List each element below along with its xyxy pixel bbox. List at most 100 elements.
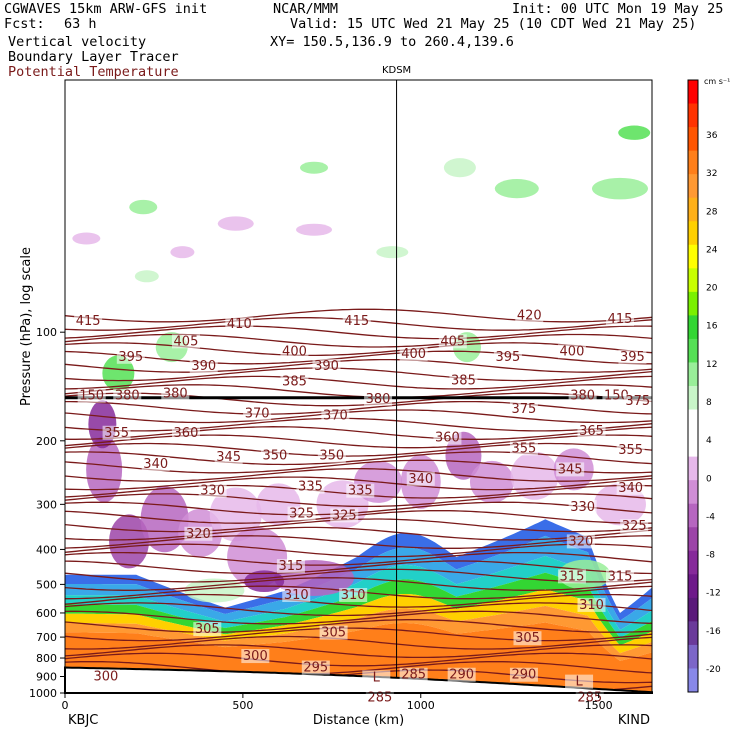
theta-label-31: 355 — [512, 441, 537, 456]
theta-label-47: 320 — [186, 527, 211, 542]
colorbar-label-6: 12 — [706, 360, 717, 370]
colorbar-segment-18 — [688, 503, 698, 528]
theta-contour-20 — [65, 476, 652, 491]
theta-label-bg-55 — [193, 622, 222, 637]
x-tick-label-2: 1000 — [407, 699, 435, 712]
x-tick-label-3: 1500 — [585, 699, 613, 712]
theta-label-bg-13 — [189, 358, 218, 373]
theta-label-bg-25 — [321, 408, 350, 423]
theta-label-9: 400 — [401, 347, 426, 362]
vertical-velocity-feature-2 — [109, 514, 150, 569]
theta-label-52: 310 — [284, 588, 309, 603]
colorbar-label-3: 24 — [706, 245, 718, 255]
theta-label-bg-12 — [618, 349, 647, 364]
colorbar-label-11: -8 — [706, 551, 715, 561]
theta-label-55: 305 — [195, 622, 220, 637]
forecast-hour-label: Fcst: — [4, 16, 45, 32]
cross-section-endpoints: XY= 150.5,136.9 to 260.4,139.6 — [270, 34, 514, 50]
x-tick-label-1: 500 — [232, 699, 253, 712]
theta-label-2: 415 — [344, 314, 369, 329]
theta-label-6: 405 — [440, 334, 465, 349]
theta-contour-6 — [65, 358, 652, 373]
vertical-velocity-feature-29 — [134, 270, 159, 283]
theta-contour-8 — [65, 375, 652, 390]
colorbar-units: cm s⁻¹ — [704, 77, 730, 86]
y-tick-label-4: 500 — [36, 578, 57, 591]
theta-label-41: 335 — [298, 480, 323, 495]
theta-label-17: 150 — [79, 389, 104, 404]
theta-label-62: 290 — [512, 668, 537, 683]
theta-label-0: 415 — [76, 314, 101, 329]
theta-contour-13 — [65, 417, 652, 432]
colorbar-segment-5 — [688, 197, 698, 222]
colorbar-segment-14 — [688, 409, 698, 434]
theta-contour-22 — [65, 493, 652, 508]
colorbar-segment-9 — [688, 291, 698, 316]
colorbar-label-14: -20 — [706, 665, 721, 675]
organization: NCAR/MMM — [273, 1, 339, 17]
theta-label-bg-64 — [362, 670, 391, 685]
theta-label-bg-27 — [102, 425, 131, 440]
theta-label-bg-3 — [515, 308, 544, 323]
theta-label-49: 315 — [278, 559, 303, 574]
theta-label-27: 355 — [104, 426, 129, 441]
theta-contour-17 — [65, 451, 652, 466]
pbl-tracer-band-0 — [65, 519, 652, 621]
theta-label-14: 390 — [314, 359, 339, 374]
pbl-tracer-band-1 — [65, 535, 652, 630]
theta-contour-15 — [65, 434, 652, 449]
theta-contour-27 — [65, 535, 652, 549]
colorbar-segment-10 — [688, 315, 698, 340]
colorbar-label-9: 0 — [706, 474, 712, 484]
theta-label-3: 420 — [517, 309, 542, 324]
colorbar-label-12: -12 — [706, 589, 721, 599]
potential-temperature-contours — [65, 308, 652, 691]
theta-label-bg-5 — [171, 334, 200, 349]
theta-label-21: 380 — [570, 389, 595, 404]
theta-label-bg-23 — [623, 393, 652, 408]
theta-contour-41 — [65, 652, 652, 667]
vertical-velocity-feature-34 — [296, 223, 333, 236]
theta-label-40: 330 — [200, 484, 225, 499]
colorbar: 36 32 28 24 20 16 12 8 4 0 -4 -8 -12 -16 -20 cm s⁻¹ — [687, 77, 730, 693]
theta-label-bg-36 — [317, 448, 346, 463]
theta-label-bg-43 — [287, 506, 316, 521]
x-axis-label: Distance (km) — [313, 713, 404, 728]
theta-label-bg-41 — [296, 479, 325, 494]
theta-label-bg-9 — [399, 347, 428, 362]
theta-label-bg-32 — [616, 442, 645, 457]
theta-label-30: 365 — [579, 424, 604, 439]
theta-label-bg-66 — [365, 690, 394, 705]
axes: 0 500 1000 1500 100 200 300 400 500 600 700 800 900 1… — [19, 79, 653, 728]
theta-label-bg-65 — [565, 674, 594, 689]
theta-label-1: 410 — [227, 317, 252, 332]
theta-label-bg-53 — [339, 587, 368, 602]
theta-label-23: 375 — [625, 394, 650, 409]
colorbar-label-13: -16 — [706, 627, 721, 637]
vertical-velocity-feature-14 — [469, 460, 514, 503]
theta-label-32: 355 — [618, 443, 643, 458]
theta-contour-12 — [65, 409, 652, 424]
theta-contour-39 — [65, 635, 652, 650]
theta-contour-25 — [65, 518, 652, 533]
colorbar-segment-2 — [688, 127, 698, 152]
theta-label-57: 305 — [515, 631, 540, 646]
colorbar-segment-24 — [688, 644, 698, 669]
theta-contour-5 — [65, 350, 652, 365]
model-title: CGWAVES 15km ARW-GFS init — [4, 1, 208, 17]
colorbar-segment-25 — [688, 668, 698, 693]
theta-label-bg-17 — [77, 388, 106, 403]
theta-label-39: 340 — [618, 481, 643, 496]
theta-contour-14 — [65, 426, 652, 440]
theta-contour-26 — [65, 526, 652, 541]
theta-label-59: 295 — [303, 661, 328, 676]
theta-label-bg-46 — [620, 519, 649, 534]
colorbar-label-0: 36 — [706, 131, 718, 141]
theta-label-bg-45 — [568, 499, 597, 514]
y-tick-label-9: 1000 — [29, 687, 57, 700]
theta-label-bg-30 — [577, 424, 606, 439]
theta-label-26: 375 — [512, 402, 537, 417]
theta-label-13: 390 — [191, 359, 216, 374]
theta-contour-31 — [65, 568, 652, 583]
